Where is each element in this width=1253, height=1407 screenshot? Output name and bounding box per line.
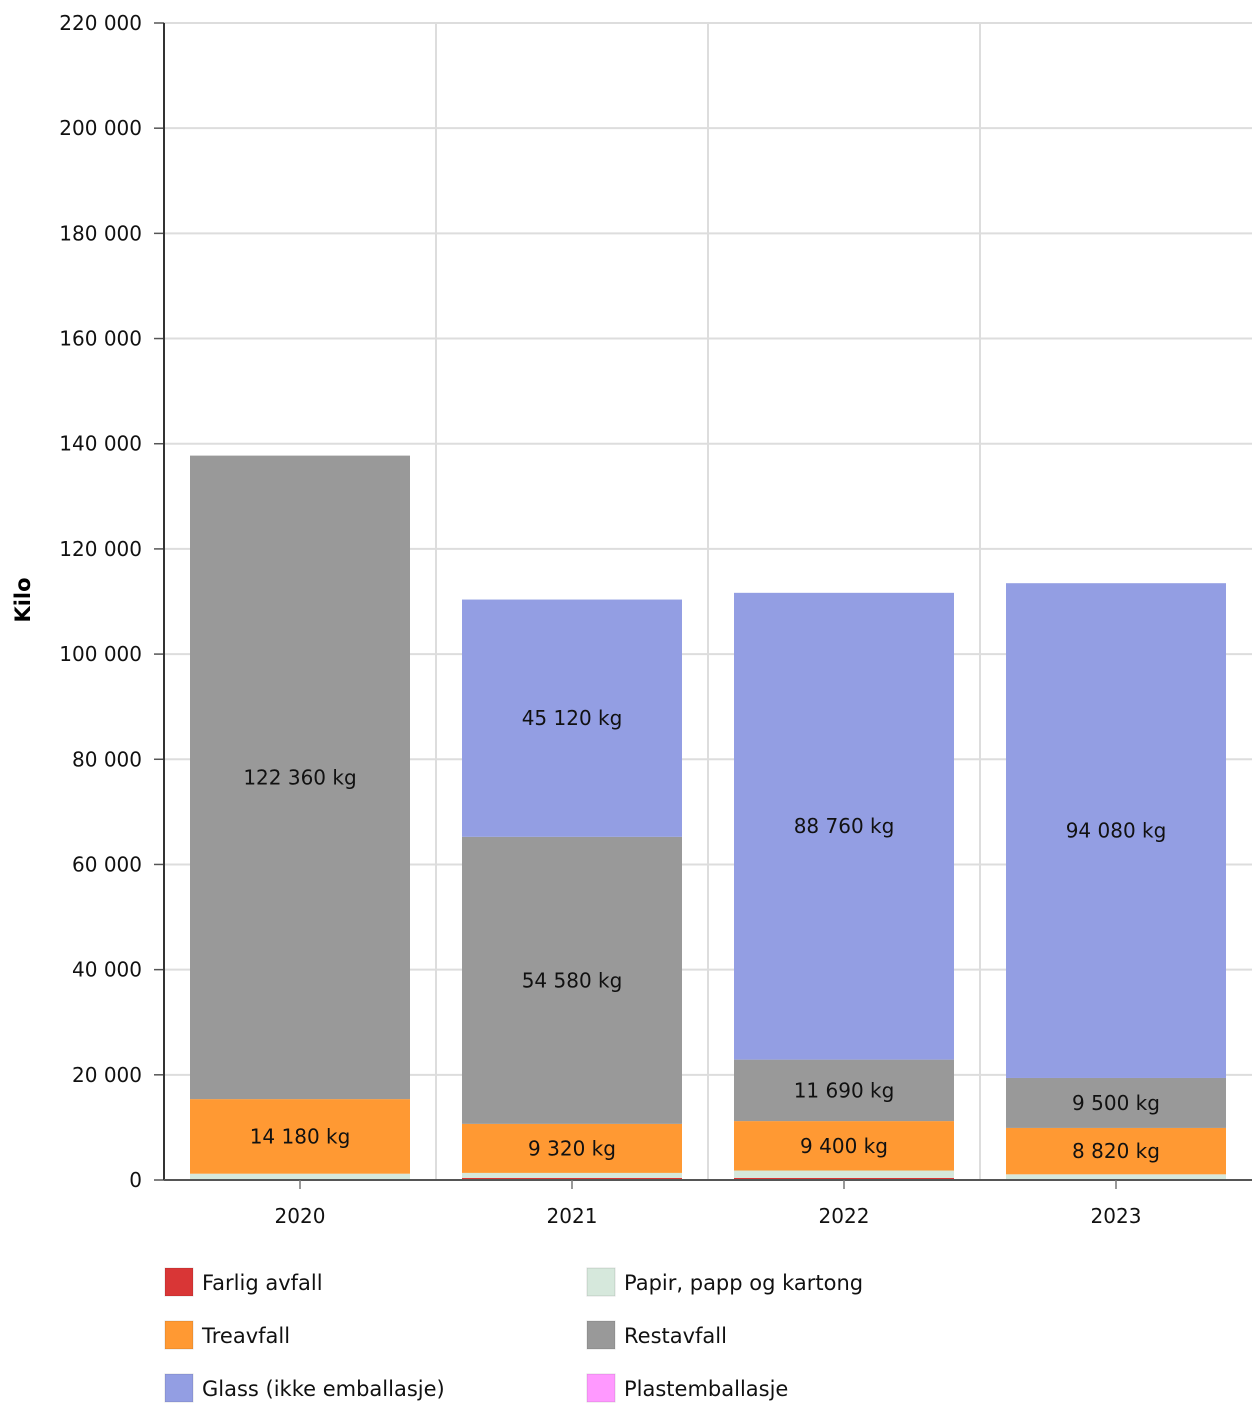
bar-segment-farlig-avfall-2021 [462,1177,682,1180]
data-label: 9 400 kg [800,1134,888,1158]
bar-segment-papir-papp-og-kartong-2023 [1006,1174,1226,1180]
legend-label: Farlig avfall [202,1271,323,1295]
legend-label: Glass (ikke emballasje) [202,1377,445,1401]
data-labels-layer: 14 180 kg 122 360 kg 9 320 kg 54 580 kg 45 1… [243,706,1166,1163]
data-label: 45 120 kg [522,706,623,730]
x-tick-label: 2020 [275,1204,326,1228]
legend: Farlig avfall Papir, papp og kartong Treav… [164,1267,863,1403]
axis-layer: 0 20 000 40 000 60 000 80 000 100 000 120 000 1… [59,11,1252,1228]
bar-segment-restavfall-2023 [1006,1077,1226,1128]
legend-swatch [164,1373,194,1403]
y-tick-label: 100 000 [59,642,142,666]
y-tick-label: 180 000 [59,221,142,245]
data-label: 122 360 kg [243,765,356,789]
y-tick-label: 120 000 [59,537,142,561]
data-label: 88 760 kg [794,814,895,838]
y-tick-label: 20 000 [72,1063,142,1087]
data-label: 14 180 kg [250,1124,351,1148]
y-tick-label: 40 000 [72,958,142,982]
x-tick-label: 2022 [819,1204,870,1228]
bar-segment-restavfall-2021 [462,836,682,1124]
legend-swatch [586,1373,616,1403]
bar-segment-treavfall-2023 [1006,1127,1226,1175]
bar-segment-restavfall-2022 [734,1059,954,1122]
legend-label: Papir, papp og kartong [624,1271,863,1295]
legend-label: Treavfall [201,1324,290,1348]
x-tick-label: 2021 [547,1204,598,1228]
y-tick-label: 60 000 [72,852,142,876]
y-tick-label: 160 000 [59,327,142,351]
legend-swatch [164,1267,194,1297]
data-label: 11 690 kg [794,1078,895,1102]
y-tick-label: 80 000 [72,747,142,771]
legend-label: Restavfall [624,1324,727,1348]
legend-swatch [164,1320,194,1350]
bar-segment-papir-papp-og-kartong-2021 [462,1172,682,1178]
bar-segment-glass-ikke-emballasje-2022 [734,592,954,1060]
bar-segment-treavfall-2022 [734,1121,954,1171]
legend-label: Plastemballasje [624,1377,788,1401]
bar-segment-papir-papp-og-kartong-2020 [190,1173,410,1180]
y-tick-label: 140 000 [59,432,142,456]
bar-segment-treavfall-2020 [190,1099,410,1174]
bar-segment-treavfall-2021 [462,1123,682,1173]
y-tick-label: 0 [129,1168,142,1192]
x-tick-label: 2023 [1091,1204,1142,1228]
y-axis-title: Kilo [11,577,35,622]
bar-segment-papir-papp-og-kartong-2022 [734,1170,954,1178]
bar-segment-restavfall-2020 [190,455,410,1100]
y-tick-label: 200 000 [59,116,142,140]
bar-segment-glass-ikke-emballasje-2023 [1006,583,1226,1078]
data-label: 9 500 kg [1072,1091,1160,1115]
data-label: 8 820 kg [1072,1139,1160,1163]
data-label: 94 080 kg [1066,819,1167,843]
data-label: 9 320 kg [528,1136,616,1160]
legend-swatch [586,1267,616,1297]
y-tick-label: 220 000 [59,11,142,35]
bar-segment-glass-ikke-emballasje-2021 [462,599,682,837]
data-label: 54 580 kg [522,968,623,992]
bar-segment-farlig-avfall-2022 [734,1177,954,1180]
legend-swatch [586,1320,616,1350]
bars-layer [190,455,1226,1180]
